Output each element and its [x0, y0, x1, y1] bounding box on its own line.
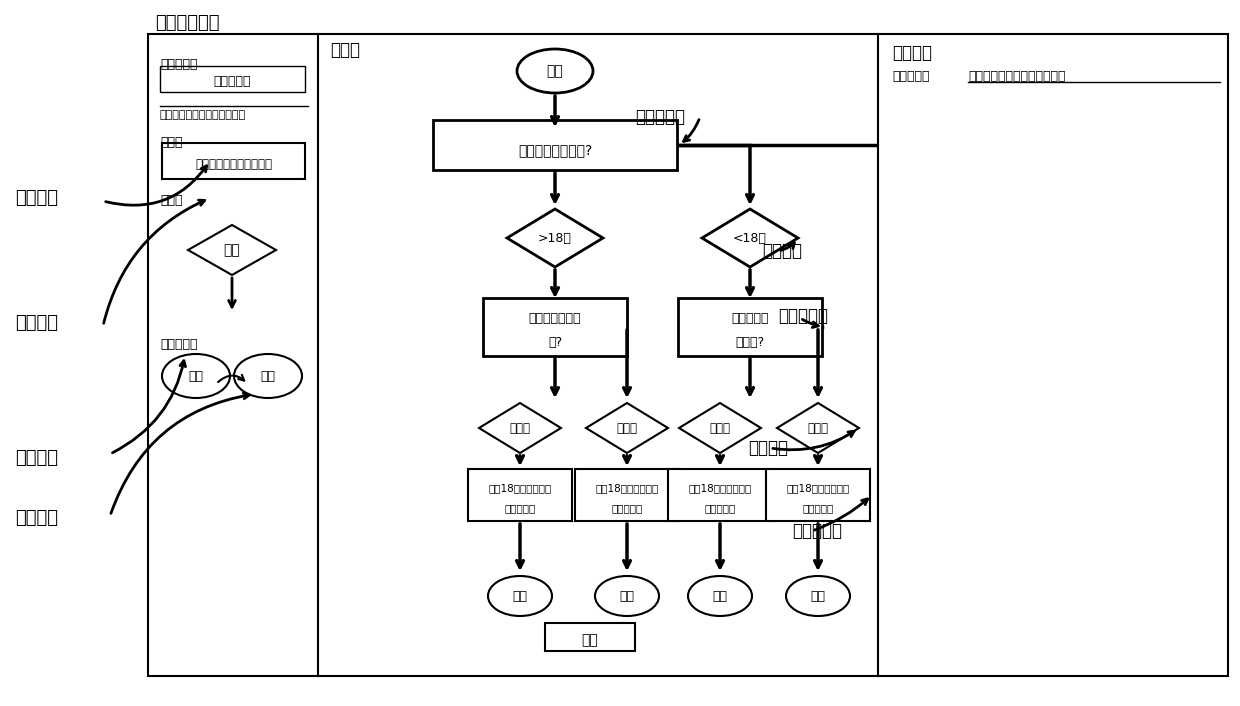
Text: 请问您是否: 请问您是否 — [732, 312, 769, 325]
Bar — [148, 34, 1228, 676]
Text: 开始: 开始 — [547, 64, 563, 78]
Bar — [162, 143, 305, 179]
Text: 请问您是否有靠: 请问您是否有靠 — [528, 312, 582, 325]
Polygon shape — [680, 403, 761, 453]
Text: 大于18岁无靠资信用: 大于18岁无靠资信用 — [595, 483, 658, 493]
Text: 有住房: 有住房 — [709, 421, 730, 434]
Text: 询问您今年多大了?: 询问您今年多大了? — [518, 143, 593, 157]
Text: 节点：: 节点： — [160, 136, 182, 149]
Text: 结束: 结束 — [512, 590, 527, 602]
Text: 分支：: 分支： — [160, 194, 182, 207]
Text: 结束: 结束 — [260, 369, 275, 383]
Text: 分支节点: 分支节点 — [763, 242, 802, 260]
Text: 开始节点: 开始节点 — [15, 449, 58, 467]
Ellipse shape — [489, 576, 552, 616]
Ellipse shape — [786, 576, 849, 616]
Text: 结束: 结束 — [811, 590, 826, 602]
Ellipse shape — [595, 576, 658, 616]
Text: 对话名称：: 对话名称： — [160, 58, 197, 71]
Bar — [678, 298, 822, 356]
Text: 第一子节点: 第一子节点 — [777, 307, 828, 325]
Text: 分支节点: 分支节点 — [15, 314, 58, 332]
Text: 分支节点: 分支节点 — [748, 439, 787, 457]
Text: 小于18岁无住房信用: 小于18岁无住房信用 — [786, 483, 849, 493]
Text: 绘图区: 绘图区 — [330, 41, 360, 59]
Ellipse shape — [688, 576, 751, 616]
Polygon shape — [702, 209, 799, 267]
Text: 知识节点: 知识节点 — [15, 189, 58, 207]
Text: 有靠资: 有靠资 — [510, 421, 531, 434]
Polygon shape — [188, 225, 277, 275]
Text: 结束: 结束 — [713, 590, 728, 602]
Ellipse shape — [517, 49, 593, 93]
Text: 多轮对话新增: 多轮对话新增 — [155, 14, 219, 32]
Bar — [766, 469, 870, 521]
Bar — [668, 469, 773, 521]
Text: 结束节点: 结束节点 — [15, 509, 58, 527]
Text: 首末节点：: 首末节点： — [160, 338, 197, 351]
Text: 信用卡办理: 信用卡办理 — [213, 75, 252, 88]
Ellipse shape — [234, 354, 303, 398]
Text: 触发要素：: 触发要素： — [892, 70, 930, 83]
Text: 卡办理规则: 卡办理规则 — [802, 503, 833, 513]
Text: 卡办理规则: 卡办理规则 — [611, 503, 642, 513]
Bar — [433, 120, 677, 170]
Text: 资?: 资? — [548, 335, 562, 349]
Text: 保存: 保存 — [582, 633, 599, 647]
Text: 大于18岁有靠资信用: 大于18岁有靠资信用 — [489, 483, 552, 493]
Bar — [575, 469, 680, 521]
Bar — [546, 623, 635, 651]
Bar — [467, 469, 572, 521]
Text: 新建（拖拽到右侧绘图区中）: 新建（拖拽到右侧绘图区中） — [160, 110, 246, 120]
Text: 结束: 结束 — [620, 590, 635, 602]
Text: 小于18岁有住房信用: 小于18岁有住房信用 — [688, 483, 751, 493]
Text: 卡办理规则: 卡办理规则 — [505, 503, 536, 513]
Text: <18岁: <18岁 — [733, 232, 766, 244]
Polygon shape — [507, 209, 603, 267]
Text: 有住房?: 有住房? — [735, 335, 765, 349]
Text: 第二子节点: 第二子节点 — [792, 522, 842, 540]
Text: 可添加意图，实体或知识分类: 可添加意图，实体或知识分类 — [968, 70, 1065, 83]
Text: 条件: 条件 — [223, 243, 241, 257]
Text: 卡办理规则: 卡办理规则 — [704, 503, 735, 513]
Text: 无住房: 无住房 — [807, 421, 828, 434]
Polygon shape — [479, 403, 560, 453]
Ellipse shape — [162, 354, 229, 398]
Text: 开始节点: 开始节点 — [892, 44, 932, 62]
Polygon shape — [777, 403, 859, 453]
Text: >18岁: >18岁 — [538, 232, 572, 244]
Text: 输入提示语以及回复格式: 输入提示语以及回复格式 — [195, 158, 272, 171]
Text: 第一子节点: 第一子节点 — [635, 108, 684, 126]
Text: 无靠资: 无靠资 — [616, 421, 637, 434]
Polygon shape — [587, 403, 668, 453]
Text: 开始: 开始 — [188, 369, 203, 383]
Bar — [160, 66, 305, 92]
Bar — [484, 298, 627, 356]
